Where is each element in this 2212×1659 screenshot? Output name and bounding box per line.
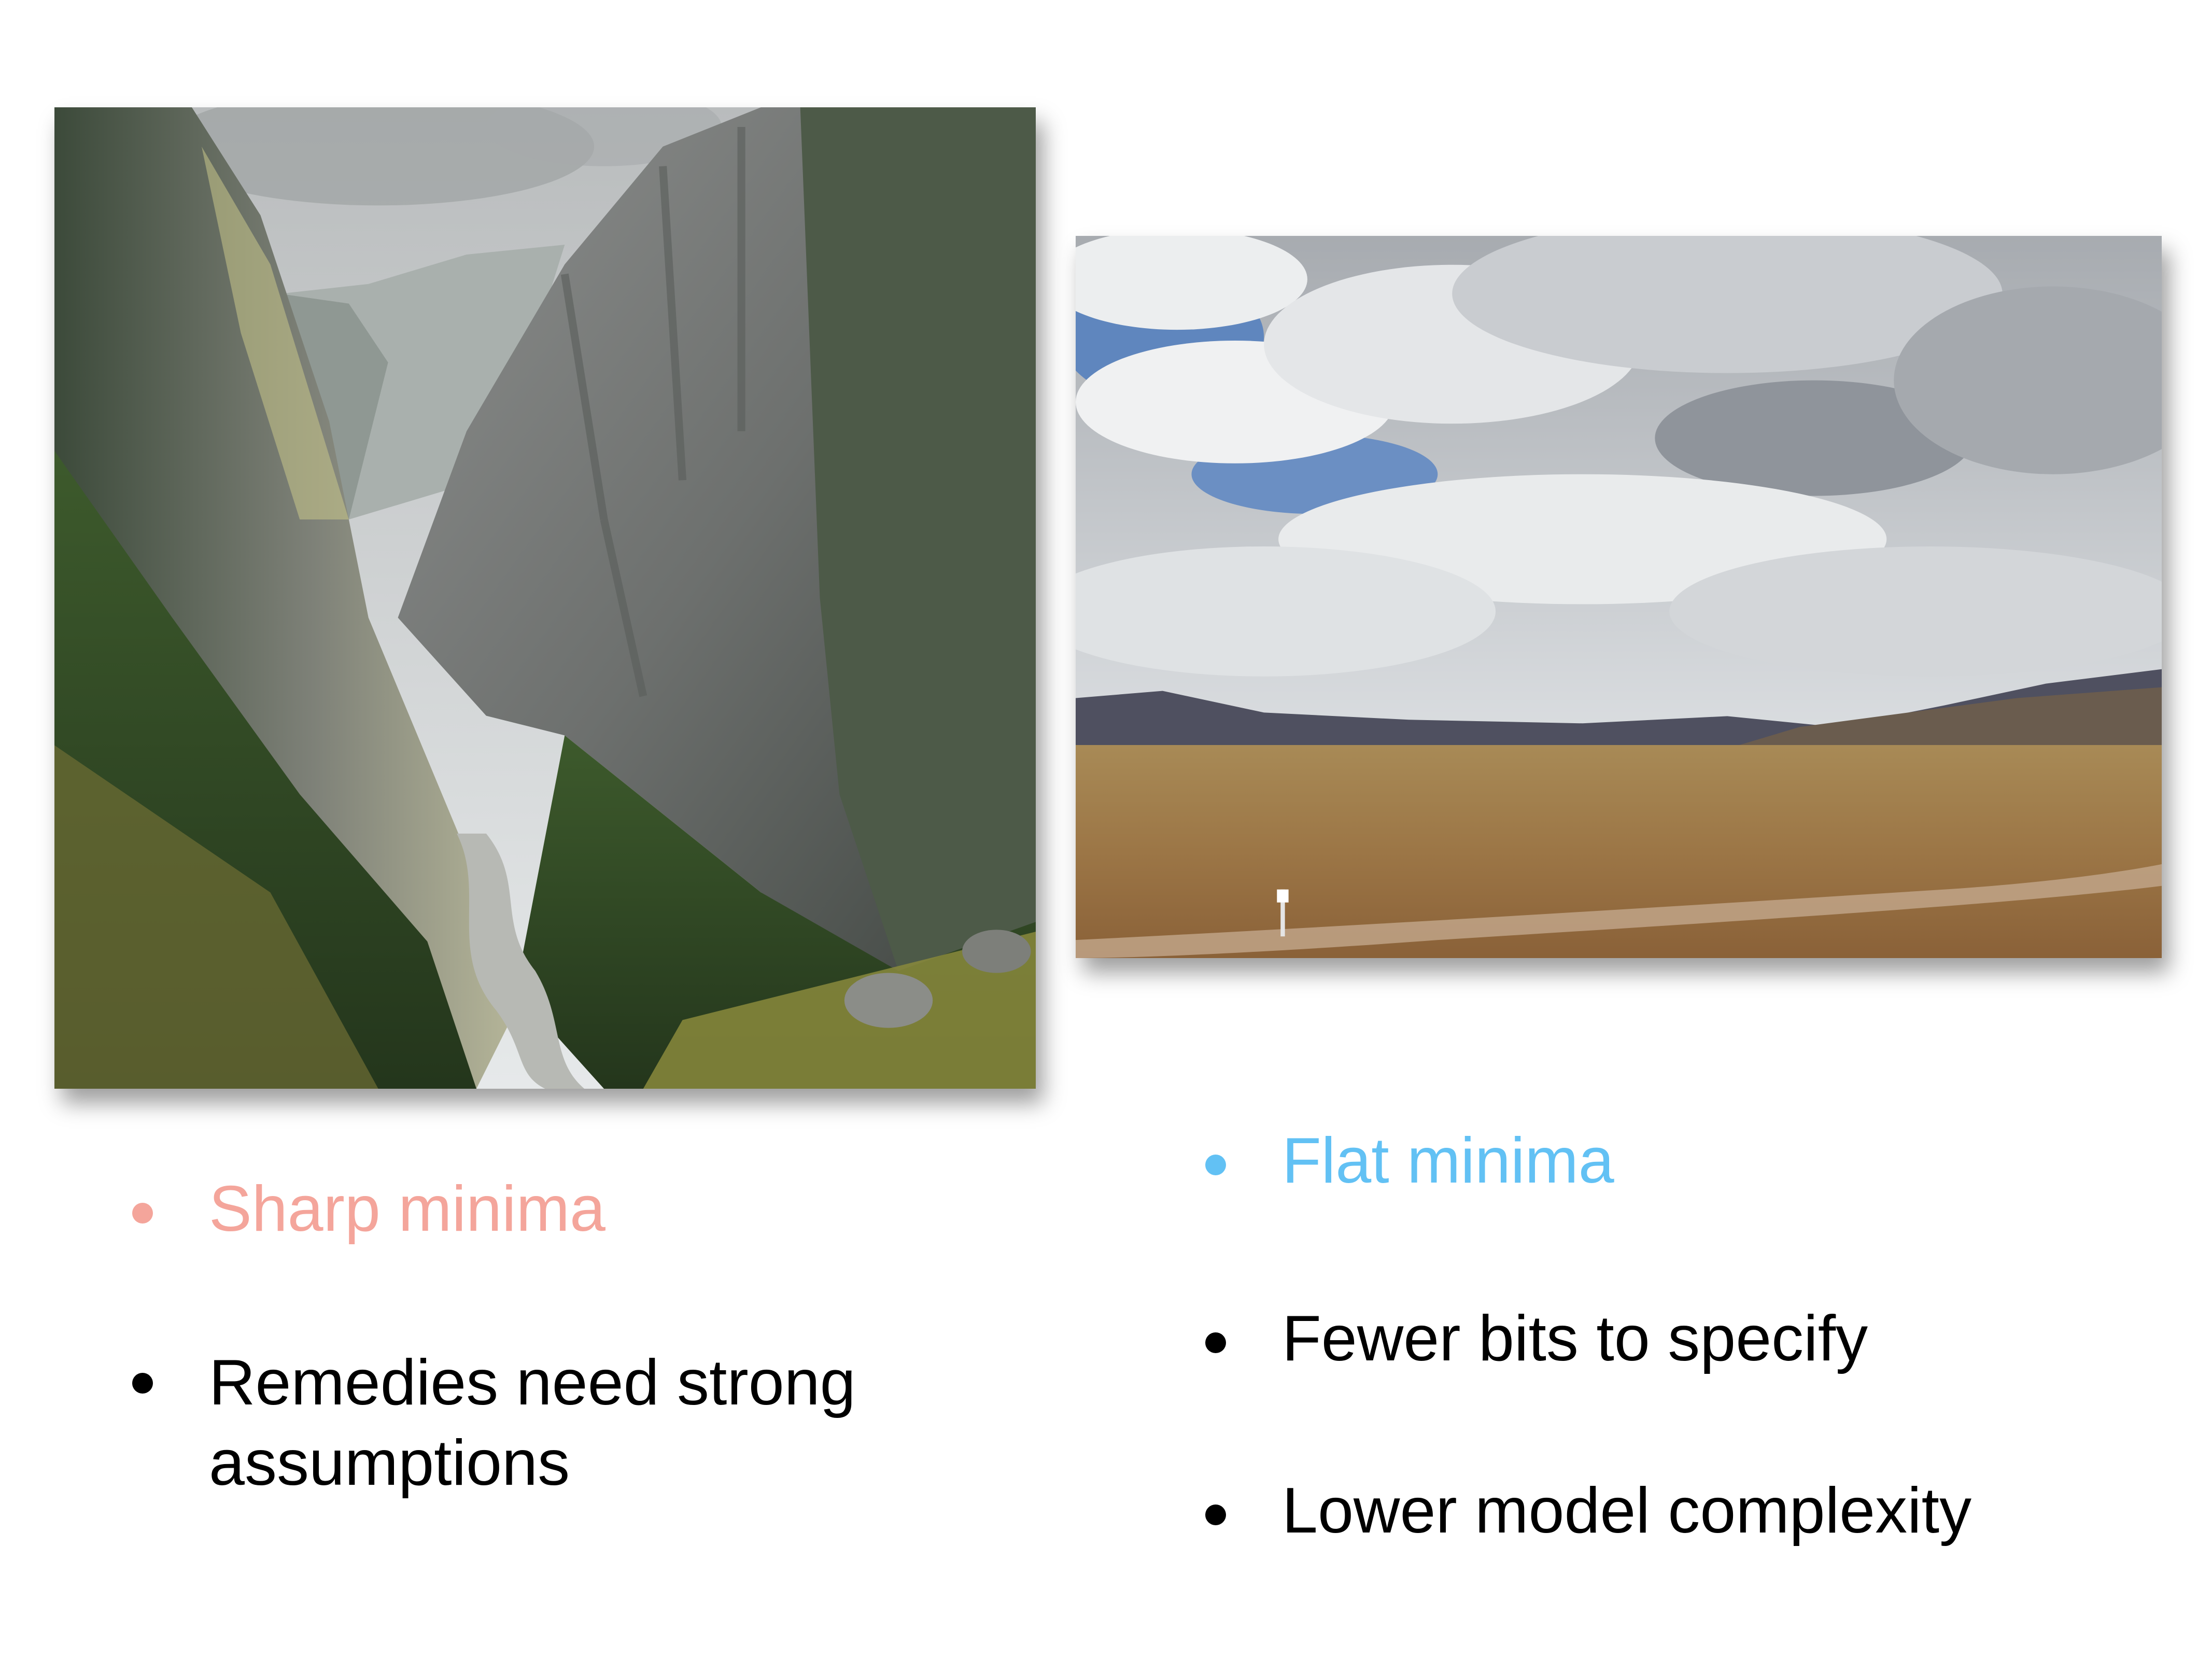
lower-complexity-point: Lower model complexity xyxy=(1205,1472,1971,1550)
bullet-dot-icon xyxy=(1205,1332,1226,1353)
fewer-bits-point: Fewer bits to specify xyxy=(1205,1300,1868,1377)
valley-illustration xyxy=(54,107,1036,1089)
bullet-dot-icon xyxy=(132,1373,153,1394)
sharp-minima-heading: Sharp minima xyxy=(132,1171,605,1248)
bullet-dot-icon xyxy=(132,1203,153,1224)
remedies-point: Remedies need strong assumptions xyxy=(132,1343,1013,1503)
bullet-dot-icon xyxy=(1205,1155,1226,1175)
bullet-dot-icon xyxy=(1205,1505,1226,1525)
flat-plain-image xyxy=(1076,236,2162,958)
sharp-valley-image xyxy=(54,107,1036,1089)
flat-minima-heading: Flat minima xyxy=(1205,1122,1614,1200)
plain-illustration xyxy=(1076,236,2162,958)
